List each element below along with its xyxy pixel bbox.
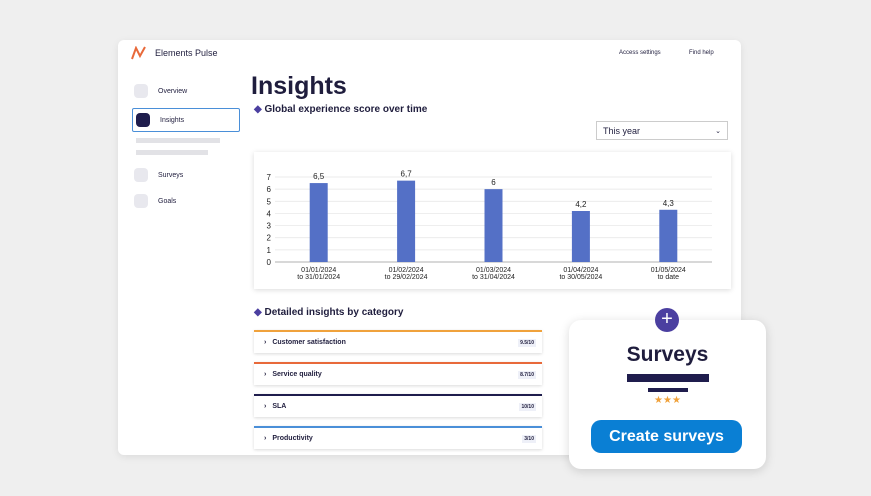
chart-card: 0 1 2 3 4 5 6 7 6,5 01/01/2024 to 31/01/2024 6,7 01/… — [254, 152, 731, 289]
nav-label: Surveys — [158, 171, 184, 179]
logo-icon — [131, 45, 146, 60]
y-tick-label: 0 — [267, 258, 272, 267]
bar — [397, 180, 416, 262]
bar — [659, 209, 678, 262]
nav-item[interactable]: Goals — [134, 190, 238, 212]
y-tick-label: 5 — [267, 197, 272, 206]
nav-icon — [136, 113, 150, 127]
placeholder — [136, 150, 208, 155]
nav-item[interactable]: Surveys — [134, 164, 238, 186]
y-tick-label: 1 — [267, 246, 272, 255]
nav-label: Insights — [160, 116, 185, 124]
add-icon[interactable]: + — [655, 308, 679, 332]
x-tick-label: to 31/01/2024 — [297, 274, 340, 281]
row-score: 9.5/10 — [518, 338, 536, 347]
section-heading: ◆ Global experience score over time — [254, 104, 428, 115]
nav-item[interactable]: Overview — [134, 80, 238, 102]
period-dropdown[interactable]: This year ⌄ — [596, 121, 728, 140]
placeholder — [136, 138, 220, 143]
x-tick-label: 01/04/2024 — [563, 267, 598, 274]
y-tick-label: 6 — [267, 185, 272, 194]
category-row[interactable]: › Service quality 8.7/10 — [254, 362, 542, 385]
value-label: 6 — [491, 178, 496, 187]
value-label: 6,7 — [401, 170, 413, 179]
chevron: › — [264, 371, 267, 378]
heading-text: Global experience score over time — [264, 104, 428, 115]
y-tick-label: 2 — [267, 234, 272, 243]
category-row[interactable]: › SLA 10/10 — [254, 394, 542, 417]
y-tick-label: 4 — [267, 209, 272, 218]
category-row[interactable]: › Productivity 3/10 — [254, 426, 542, 449]
x-tick-label: to 29/02/2024 — [385, 274, 428, 281]
x-tick-label: 01/02/2024 — [389, 267, 424, 274]
promo-title: Surveys — [626, 343, 709, 366]
category-row[interactable]: › Customer satisfaction 9.5/10 — [254, 330, 542, 353]
x-tick-label: to 30/05/2024 — [559, 274, 602, 281]
decor-bar — [627, 374, 709, 382]
row-score: 3/10 — [522, 434, 536, 443]
decor-bar — [648, 388, 688, 392]
logo — [131, 45, 147, 60]
bar — [571, 211, 590, 262]
row-name: Service quality — [272, 371, 322, 378]
x-tick-label: 01/01/2024 — [301, 267, 336, 274]
nav-item-selected[interactable]: Insights — [132, 108, 240, 132]
row-name: Productivity — [272, 435, 313, 442]
nav-icon — [134, 84, 148, 98]
access-settings[interactable]: Access settings — [619, 50, 661, 56]
y-tick-label: 3 — [267, 222, 272, 231]
x-tick-label: to date — [658, 274, 680, 281]
dropdown-value: This year — [603, 125, 641, 136]
row-score: 8.7/10 — [518, 370, 536, 379]
find-help[interactable]: Find help — [689, 50, 714, 56]
heading-text: Detailed insights by category — [264, 307, 404, 318]
value-label: 6,5 — [313, 172, 325, 181]
x-tick-label: 01/03/2024 — [476, 267, 511, 274]
y-tick-label: 7 — [267, 173, 272, 182]
chevron: › — [264, 339, 267, 346]
value-label: 4,3 — [663, 199, 675, 208]
x-tick-label: 01/05/2024 — [651, 267, 686, 274]
nav-icon — [134, 168, 148, 182]
nav-label: Goals — [158, 197, 177, 205]
row-name: Customer satisfaction — [272, 339, 346, 346]
chevron: › — [264, 403, 267, 410]
nav-icon — [134, 194, 148, 208]
x-tick-label: to 31/04/2024 — [472, 274, 515, 281]
bar — [484, 189, 503, 262]
row-name: SLA — [272, 403, 287, 410]
chevron: › — [264, 435, 267, 442]
row-score: 10/10 — [519, 402, 536, 411]
value-label: 4,2 — [575, 200, 587, 209]
stars: ★★★ — [654, 395, 681, 406]
nav-label: Overview — [158, 87, 188, 95]
section-heading: ◆ Detailed insights by category — [254, 307, 404, 318]
app-name: Elements Pulse — [155, 48, 218, 58]
create-button[interactable]: Create surveys — [591, 420, 742, 453]
bar — [309, 183, 328, 262]
page-title: Insights — [251, 72, 347, 100]
